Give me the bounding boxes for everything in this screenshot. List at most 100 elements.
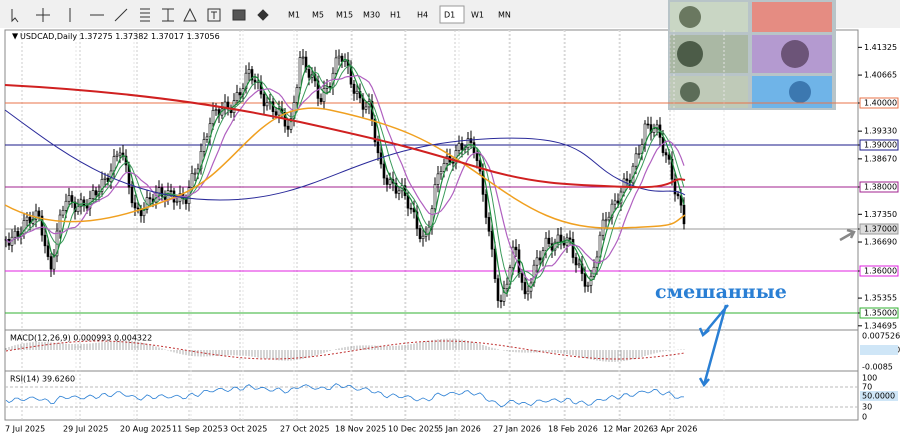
timeframe-button[interactable]: W1 [471,11,484,20]
candle-body [142,209,146,217]
timeframe-button[interactable]: M15 [336,11,353,20]
fibo-tool[interactable] [162,8,174,22]
candle-body [289,118,293,130]
candle-body [115,154,119,157]
candle-body [238,92,242,96]
candle-body [382,163,386,179]
rsi-line [5,383,685,408]
shape-tool[interactable] [183,7,197,22]
candle-body [535,257,539,266]
candle-body [547,237,551,244]
candle-body [13,230,17,238]
price-arrow [839,228,856,242]
candle-body [355,90,359,94]
date-label: 7 Jul 2025 [5,425,45,434]
candle-body [52,255,56,270]
timeframe-button[interactable]: H1 [390,11,401,20]
candle-body [571,239,575,258]
timeframe-button[interactable]: MN [498,11,511,20]
candle-body [100,179,104,192]
candle-body [646,123,650,126]
date-label: 3 Apr 2026 [653,425,697,434]
candle-body [202,139,206,152]
candle-body [295,87,299,103]
price-label: 1.34695 [864,321,897,330]
annotation: смешанные [655,281,787,303]
candle-body [667,154,671,160]
candle-body [334,57,338,74]
candle-body [610,203,614,218]
macd-zero-box [860,345,898,355]
arrows-tool[interactable] [257,9,269,21]
candle-body [472,142,476,154]
timeframe-button[interactable]: M5 [312,11,324,20]
text-tool[interactable] [207,8,221,22]
candle-body [490,230,494,250]
price-label: 1.38000 [864,183,897,192]
candle-body [37,210,41,217]
date-label: 29 Jul 2025 [63,425,108,434]
active-timeframe [439,5,465,24]
price-label: 1.40000 [864,99,897,108]
candle-body [562,241,566,246]
moving-average [4,109,686,201]
candle-body [418,228,422,240]
price-label: 1.35355 [864,294,897,303]
date-label: 11 Sep 2025 [172,425,223,434]
candle-body [577,263,581,266]
crosshair-tool[interactable] [36,8,50,22]
trendline-tool[interactable] [114,8,128,22]
label-tool[interactable] [232,9,246,21]
symbol-marker: ▼ [12,32,19,41]
candle-body [664,152,668,156]
candle-body [514,246,518,251]
candle-body [22,220,26,235]
currency-image [668,0,836,110]
candle-body [586,284,590,287]
date-label: 10 Dec 2025 [388,425,439,434]
candle-body [607,216,611,221]
timeframe-button[interactable]: D1 [444,11,455,20]
candle-body [364,106,368,110]
rsi-axis-label: 100 [862,374,877,383]
candle-body [205,136,209,140]
timeframe-button[interactable]: M1 [288,11,300,20]
candle-body [517,249,521,274]
candle-body [625,178,629,181]
macd-label: MACD(12,26,9) 0.000993 0.004322 [10,334,152,343]
candle-body [307,69,311,78]
candle-body [25,216,29,221]
level-label-box [859,223,899,235]
low: 1.37017 [151,32,184,41]
drawing-tools [11,7,269,23]
open: 1.37275 [80,32,113,41]
level-label-box [859,307,899,319]
candle-body [16,230,20,237]
timeframe-button[interactable]: M30 [363,11,380,20]
price-label: 1.38670 [864,154,897,163]
timeframe-button[interactable]: H4 [417,11,428,20]
rsi-axis-label: 0 [862,413,867,422]
candle-body [406,195,410,209]
symbol: USDCAD,Daily [20,32,77,41]
macd-signal [5,340,685,360]
close: 1.37056 [187,32,220,41]
high: 1.37382 [115,32,148,41]
candle-body [388,179,392,185]
date-label: 27 Jan 2026 [493,425,541,434]
candle-body [439,171,443,175]
candle-body [61,209,65,216]
channel-tool[interactable] [140,8,150,22]
candle-body [112,156,116,172]
candle-body [103,177,107,180]
moving-average [4,107,686,229]
candle-body [130,186,134,204]
cursor-tool[interactable] [11,9,19,23]
price-label: 1.39330 [864,127,897,136]
candle-body [118,152,122,156]
candle-body [553,241,557,251]
date-label: 3 Oct 2025 [223,425,267,434]
candle-body [487,217,491,232]
candle-body [94,190,98,196]
price-label: 1.36690 [864,238,897,247]
